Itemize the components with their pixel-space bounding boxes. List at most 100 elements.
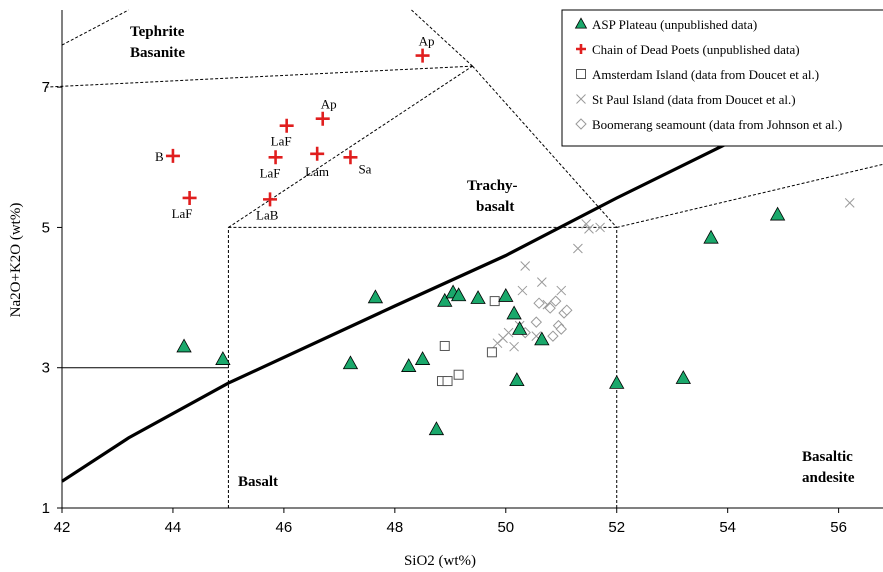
data-point-plus xyxy=(415,48,430,63)
x-tick-label: 50 xyxy=(497,519,514,536)
point-label: Lam xyxy=(305,164,329,179)
data-point-x xyxy=(503,327,514,338)
legend-label: St Paul Island (data from Doucet et al.) xyxy=(592,92,796,107)
data-point-x xyxy=(517,285,528,296)
point-label: Sa xyxy=(358,161,371,176)
data-point-x xyxy=(520,261,531,271)
boundary-phonotephrite xyxy=(411,9,473,67)
data-point-square xyxy=(486,347,497,358)
y-axis-ticks: 1 3 5 7 xyxy=(42,79,62,517)
x-tick-label: 42 xyxy=(54,519,71,536)
x-axis-ticks: 42 44 46 48 50 52 54 56 xyxy=(54,508,847,536)
data-point-diamond xyxy=(550,295,562,307)
data-point-square xyxy=(489,296,500,307)
data-point-triangle xyxy=(506,305,522,320)
data-point-square xyxy=(453,369,464,380)
x-tick-label: 56 xyxy=(830,519,847,536)
data-points: B LaF LaB LaF LaF Lam Ap Sa Ap xyxy=(155,34,855,436)
data-point-triangle xyxy=(342,355,359,370)
data-point-triangle xyxy=(401,358,417,372)
legend-marker-diamond xyxy=(575,118,587,130)
y-tick-label: 3 xyxy=(42,360,50,377)
y-tick-label: 5 xyxy=(42,219,50,236)
field-label-basanite: Basanite xyxy=(130,45,185,61)
boundary-tephrite-trachybasalt xyxy=(228,65,473,228)
data-point-triangle xyxy=(703,229,719,244)
data-point-triangle xyxy=(215,351,231,365)
boundary-trachybasalt-top xyxy=(472,65,618,228)
y-axis-title: Na2O+K2O (wt%) xyxy=(8,203,24,318)
boundary-basaltic-trachyandesite xyxy=(616,163,883,228)
legend-label: Boomerang seamount (data from Johnson et… xyxy=(592,117,842,132)
data-point-diamond xyxy=(544,302,556,314)
data-point-triangle xyxy=(450,287,467,302)
x-tick-label: 54 xyxy=(719,519,736,536)
boundary-tephrite-corner xyxy=(61,9,129,46)
data-point-x xyxy=(584,223,594,234)
data-point-plus xyxy=(315,111,330,126)
data-point-plus xyxy=(165,148,180,163)
field-label-trachy-basalt: basalt xyxy=(476,199,514,215)
data-point-x xyxy=(595,222,605,233)
data-point-x xyxy=(844,198,855,208)
data-point-plus xyxy=(343,150,358,165)
boundary-tephrite-top-ghost xyxy=(45,65,473,88)
point-label: LaB xyxy=(256,207,279,222)
legend-label: Amsterdam Island (data from Doucet et al… xyxy=(592,67,819,82)
x-tick-label: 52 xyxy=(608,519,625,536)
data-point-diamond xyxy=(555,323,567,335)
x-tick-label: 46 xyxy=(276,519,293,536)
legend-marker-x xyxy=(576,94,586,104)
point-label: Ap xyxy=(321,97,337,112)
point-label: LaF xyxy=(260,165,281,180)
point-label: LaF xyxy=(172,206,193,221)
x-tick-label: 48 xyxy=(386,519,403,536)
legend-marker-triangle xyxy=(574,17,588,29)
data-point-square xyxy=(439,340,450,351)
data-point-x xyxy=(536,277,547,287)
legend-marker-plus xyxy=(576,44,586,54)
data-point-triangle xyxy=(414,351,431,365)
data-point-triangle xyxy=(498,288,514,302)
legend-marker-square xyxy=(576,69,586,79)
data-point-diamond xyxy=(533,297,545,309)
data-point-plus xyxy=(279,118,294,133)
data-point-square xyxy=(442,376,453,387)
data-point-triangle xyxy=(437,292,453,307)
legend-label: Chain of Dead Poets (unpublished data) xyxy=(592,42,800,57)
data-point-plus xyxy=(268,150,283,165)
plot-frame xyxy=(61,10,883,509)
legend: ASP Plateau (unpublished data) Chain of D… xyxy=(561,9,883,147)
data-point-triangle xyxy=(609,374,625,389)
data-point-triangle xyxy=(428,421,445,436)
field-label-basalt: Basalt xyxy=(238,474,278,490)
point-label: LaF xyxy=(271,134,292,149)
y-tick-label: 1 xyxy=(42,500,50,517)
data-point-triangle xyxy=(176,338,192,353)
field-label-basaltic: Basaltic xyxy=(802,449,853,465)
data-point-triangle xyxy=(675,370,691,384)
legend-label: ASP Plateau (unpublished data) xyxy=(592,17,757,32)
y-tick-label: 7 xyxy=(42,79,50,96)
data-point-plus xyxy=(263,192,278,207)
alkaline-subalkaline-line xyxy=(61,96,818,483)
data-point-triangle xyxy=(511,320,528,335)
point-label: Ap xyxy=(419,34,435,49)
x-tick-label: 44 xyxy=(165,519,182,536)
data-point-triangle xyxy=(470,290,486,304)
data-point-plus xyxy=(310,146,325,161)
data-point-triangle xyxy=(534,331,550,346)
data-point-diamond xyxy=(561,304,573,316)
data-point-x xyxy=(573,243,583,254)
point-label: B xyxy=(155,149,164,164)
classification-lines xyxy=(45,9,883,508)
data-point-triangle xyxy=(367,289,384,304)
data-point-diamond xyxy=(530,316,543,328)
data-point-triangle xyxy=(509,372,525,386)
data-point-x xyxy=(581,219,592,229)
field-label-tephrite: Tephrite xyxy=(130,24,185,40)
data-point-plus xyxy=(182,190,197,205)
data-point-x xyxy=(509,341,519,352)
x-axis-title: SiO2 (wt%) xyxy=(404,553,476,569)
